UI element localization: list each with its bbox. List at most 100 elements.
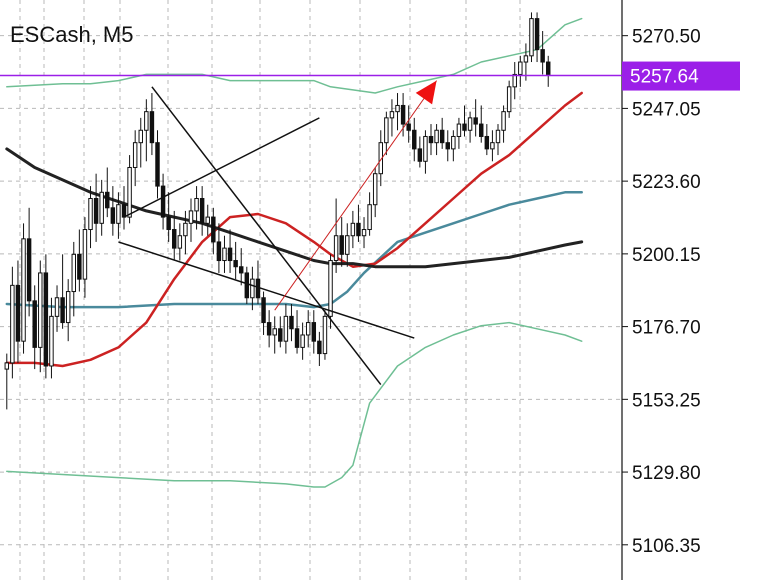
candle [534,12,540,63]
candle [82,217,88,298]
indicator-line-0 [5,191,583,309]
candle-body [194,198,199,212]
candle-body [26,238,32,302]
candle [244,266,250,304]
candle-body [428,135,434,144]
candle-body [417,148,423,162]
tick-label: 5176.70 [632,318,701,339]
candle [177,223,183,261]
candle [484,124,490,156]
candle [233,241,238,280]
candle [211,207,216,255]
candle-body [400,104,406,125]
candle [110,186,116,236]
trend-line-1 [118,241,415,339]
candle [294,310,300,354]
candle-body [479,123,484,137]
candle-body [406,123,411,131]
candle-body [266,322,272,336]
candle-body [71,253,77,293]
candle [155,130,160,199]
candle-body [38,272,43,348]
tick-label: 5270.50 [632,27,701,48]
candle-body [456,123,462,137]
candle [172,210,177,261]
candle [60,254,65,329]
candle [144,99,149,162]
candle [361,217,367,249]
candle-body [283,315,289,342]
candle [328,254,333,329]
candle-body [88,198,93,231]
candle [132,130,138,187]
candle [367,192,372,236]
candle [384,111,389,156]
candle-body [177,235,183,249]
candle-body [389,111,395,119]
candle [266,310,272,348]
candle-body [227,247,233,262]
candle [138,117,143,168]
candle [26,207,32,317]
indicator-line-1 [5,91,583,368]
candle [523,43,529,81]
candle-body [110,207,116,224]
arrow-head-icon [415,80,437,105]
candle [272,316,277,354]
candle [322,310,328,360]
candle [194,186,199,230]
candle [261,291,266,335]
candle-body [233,260,238,268]
candle [183,210,188,255]
candle-body [155,142,160,187]
candle [43,254,49,379]
candle-body [395,104,400,113]
current-price-tag [622,61,740,91]
candle [77,229,82,292]
price-axis: 5270.50 5247.05 5223.60 5200.15 5176.70 5153.… [622,27,701,557]
candle [428,124,434,156]
candle-body [32,300,37,348]
candle [400,93,406,137]
candle-body [345,235,350,255]
candle-body [166,216,171,231]
candle-body [199,198,205,224]
candle-body [121,204,127,218]
trend-drawings [118,80,437,386]
candle-body [211,216,216,243]
candle [317,331,322,366]
candle [412,117,417,162]
candle-body [512,73,517,88]
candle [205,204,210,236]
candle [490,130,495,162]
candle [512,62,517,100]
candle-body [434,129,439,144]
candle [149,93,155,156]
candle-body [333,235,339,262]
candle [4,353,10,410]
tick-label: 5200.15 [632,245,701,266]
candle [32,285,37,370]
candle [506,80,512,118]
candle [545,55,551,87]
candle [105,167,110,218]
candle-body [361,229,367,237]
trend-line-3 [274,80,437,311]
candle [417,136,423,168]
candle-body [328,260,333,317]
candle-body [289,315,294,330]
candle-body [116,204,121,224]
candle-body [294,328,300,348]
trend-line-2 [151,86,382,386]
candle-body [205,216,210,224]
candle-body [300,334,305,348]
candle-body [356,222,361,237]
candle [540,31,545,75]
candle [300,322,305,360]
candle-body [495,129,501,144]
indicator-line-4 [6,321,583,488]
candle [93,173,99,242]
candle [278,316,283,348]
candle-body [132,142,138,168]
